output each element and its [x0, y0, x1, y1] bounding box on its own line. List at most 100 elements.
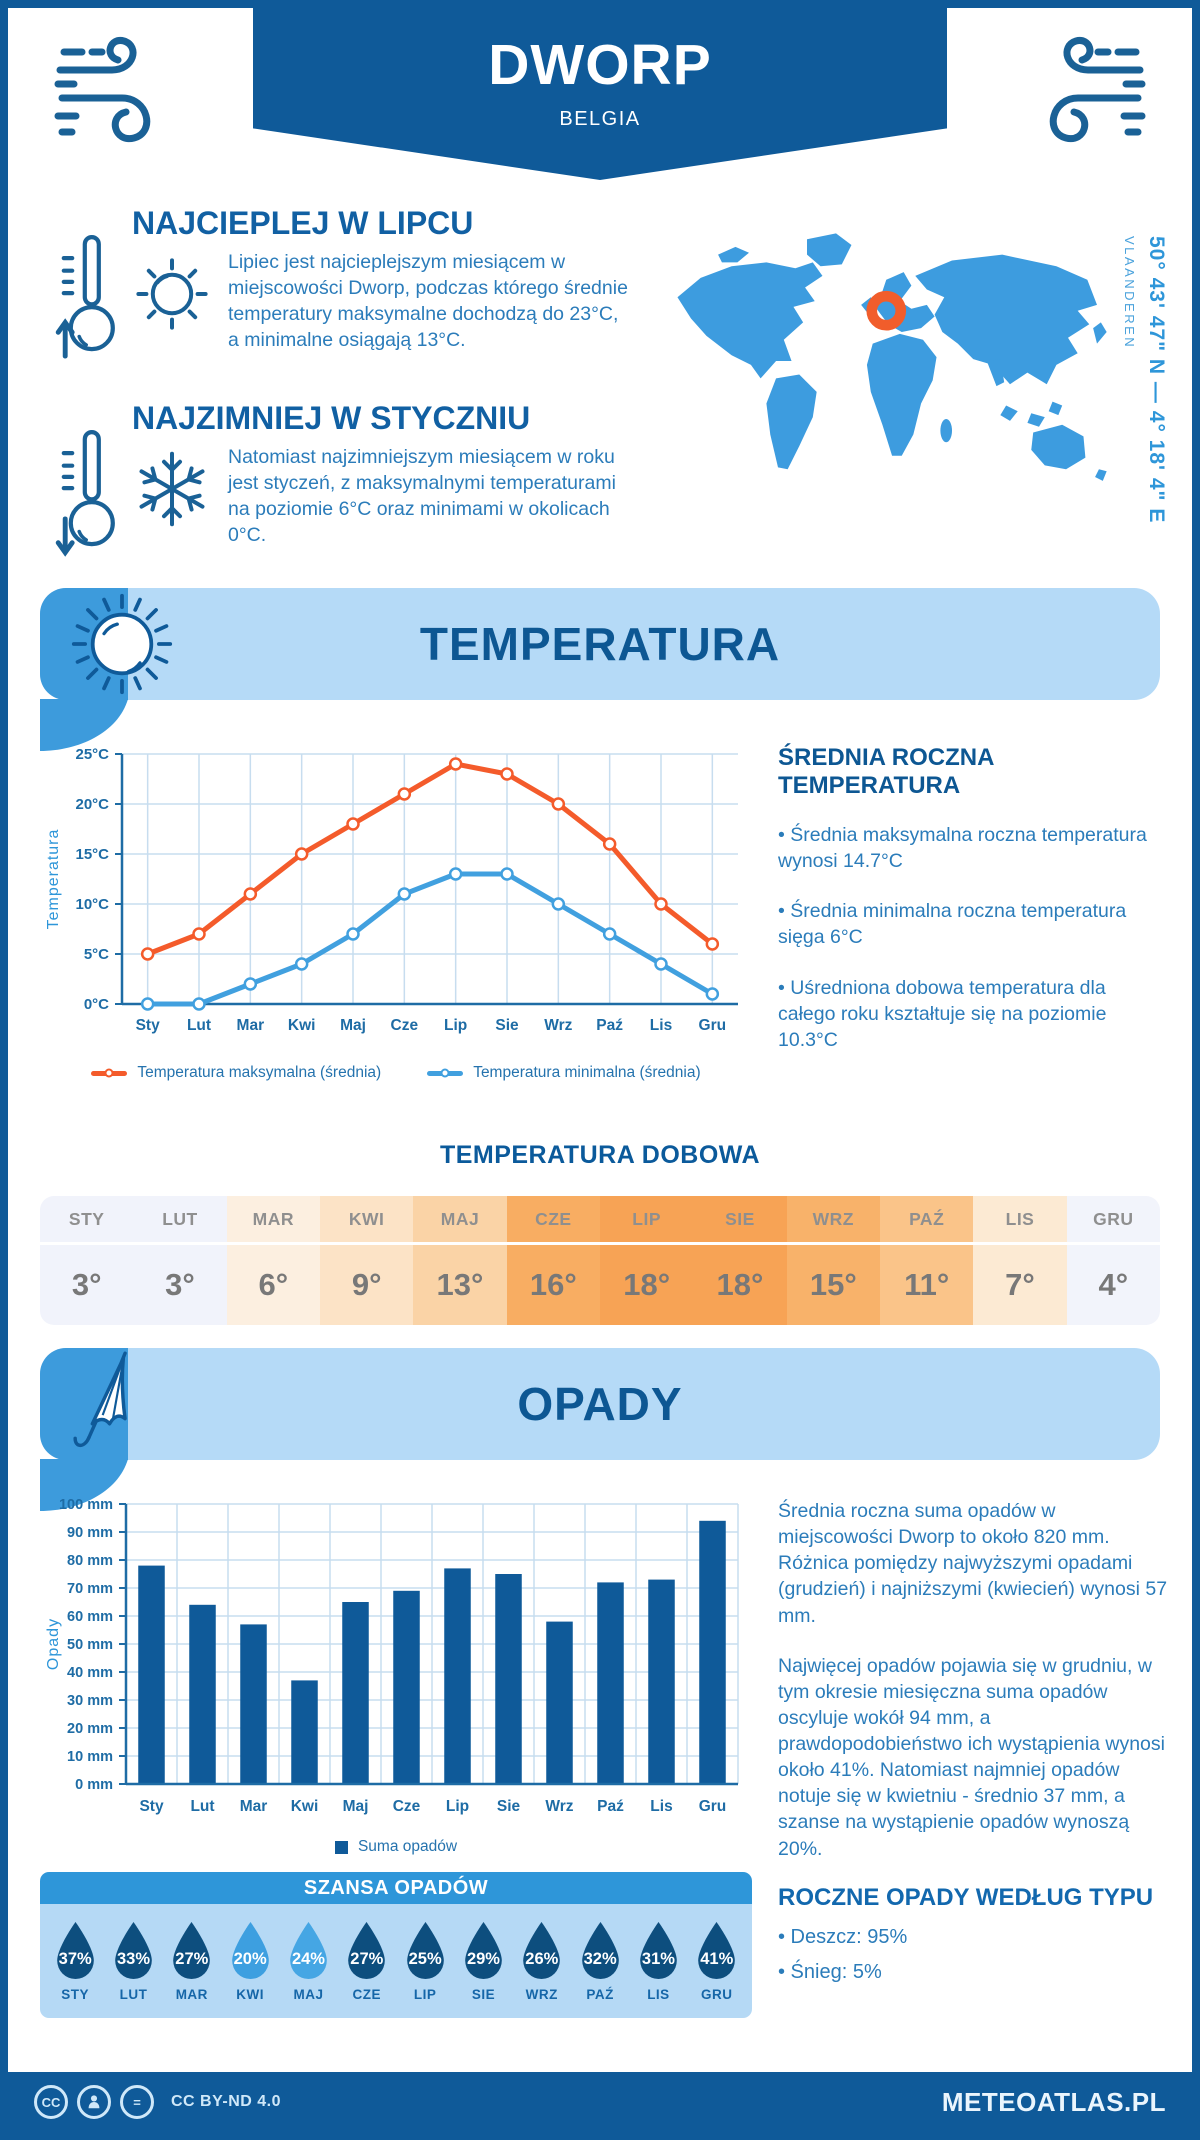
chance-month-label: WRZ — [525, 1987, 558, 2002]
chance-drop-column: 33% LUT — [104, 1920, 162, 2002]
svg-text:Kwi: Kwi — [291, 1798, 319, 1815]
bar-marker — [334, 1840, 348, 1854]
svg-text:Lip: Lip — [444, 1017, 467, 1034]
svg-text:15°C: 15°C — [75, 846, 109, 863]
svg-text:70 mm: 70 mm — [67, 1581, 113, 1597]
license-label: CC BY-ND 4.0 — [171, 2093, 282, 2110]
svg-text:Mar: Mar — [240, 1798, 268, 1815]
banner-pill — [40, 1348, 1160, 1460]
daily-temperature-title: TEMPERATURA DOBOWA — [439, 1141, 761, 1169]
temperature-chart: 0°C 5°C 10°C 15°C 20°C 25°C Sty Lut Mar Kwi Maj Cze… — [36, 742, 756, 1044]
svg-text:Sty: Sty — [139, 1798, 164, 1815]
svg-text:Sie: Sie — [495, 1017, 519, 1034]
svg-text:Mar: Mar — [237, 1017, 265, 1034]
svg-text:50 mm: 50 mm — [67, 1637, 113, 1653]
svg-text:Lis: Lis — [650, 1017, 672, 1034]
precipitation-banner: OPADY — [40, 1348, 1160, 1511]
daily-temp-cell: 13° — [413, 1245, 507, 1325]
chance-month-label: LUT — [119, 1987, 148, 2002]
daily-temp-cell: 16° — [506, 1245, 600, 1325]
annual-bullet: • Średnia maksymalna roczna temperatura … — [778, 824, 1147, 873]
daily-temperature-table: STY LUT MAR KWI MAJ CZE LIP SIE WRZ PAŹ LIS GRU 3° 3°… — [40, 1196, 1160, 1325]
chance-value: 37% — [58, 1950, 92, 1968]
chance-value: 20% — [233, 1950, 267, 1968]
svg-text:Wrz: Wrz — [544, 1017, 572, 1034]
temperature-section-title: TEMPERATURA — [419, 618, 781, 670]
svg-text:20 mm: 20 mm — [67, 1721, 113, 1737]
daily-temp-cell: 11° — [880, 1245, 974, 1325]
world-map — [658, 216, 1130, 506]
annual-bullet: • Uśredniona dobowa temperatura dla całe… — [778, 976, 1107, 1051]
page-subtitle: BELGIA — [559, 108, 641, 130]
svg-text:0°C: 0°C — [84, 996, 109, 1013]
coldest-description: Natomiast najzimniejszym miesiącem w rok… — [228, 446, 616, 546]
daily-month-cell: LIP — [600, 1196, 694, 1242]
raindrop-icon: 27% — [343, 1920, 390, 1981]
raindrop-icon: 25% — [402, 1920, 449, 1981]
temperature-banner: TEMPERATURA — [40, 588, 1160, 751]
banner-tail — [40, 699, 128, 751]
chance-value: 25% — [408, 1950, 442, 1968]
svg-text:Maj: Maj — [340, 1017, 366, 1034]
svg-text:Lip: Lip — [446, 1798, 469, 1815]
thermometer-up-icon — [55, 235, 115, 359]
svg-text:Kwi: Kwi — [288, 1017, 316, 1034]
world-map-image — [677, 233, 1107, 481]
chance-month-label: PAŹ — [586, 1987, 614, 2002]
daily-temp-cell: 4° — [1066, 1245, 1160, 1325]
daily-month-cell: LIS — [973, 1196, 1067, 1242]
legend-label-sum: Suma opadów — [357, 1838, 458, 1855]
coldest-title: NAJZIMNIEJ W STYCZNIU — [132, 400, 531, 436]
chance-drop-column: 29% SIE — [454, 1920, 512, 2002]
max-line-marker — [91, 1068, 128, 1078]
chance-month-label: LIS — [647, 1987, 670, 2002]
svg-text:Gru: Gru — [699, 1798, 727, 1815]
chance-drop-column: 37% STY — [46, 1920, 104, 2002]
svg-text:Paź: Paź — [596, 1017, 623, 1034]
chance-drop-column: 24% MAJ — [279, 1920, 337, 2002]
page-title: DWORP — [488, 33, 712, 97]
chance-month-label: GRU — [701, 1987, 733, 2002]
types-title: ROCZNE OPADY WEDŁUG TYPU — [778, 1884, 1154, 1911]
precipitation-section-title: OPADY — [517, 1378, 683, 1430]
svg-text:5°C: 5°C — [84, 946, 109, 963]
wind-icon — [1049, 37, 1146, 143]
warmest-title: NAJCIEPLEJ W LIPCU — [132, 205, 474, 241]
svg-text:Sty: Sty — [136, 1017, 161, 1034]
type-bullet: • Śnieg: 5% — [778, 1960, 882, 1983]
coordinates-label: 50° 43' 47" N — 4° 18' 4" E — [1145, 236, 1168, 524]
daily-month-cell: STY — [40, 1196, 134, 1242]
daily-month-cell: MAJ — [413, 1196, 507, 1242]
svg-text:40 mm: 40 mm — [67, 1665, 113, 1681]
raindrop-icon: 24% — [285, 1920, 332, 1981]
precipitation-chart: 0 mm 10 mm 20 mm 30 mm 40 mm 50 mm 60 mm 70 mm 8… — [36, 1492, 756, 1824]
svg-text:Cze: Cze — [391, 1017, 419, 1034]
svg-text:Cze: Cze — [393, 1798, 421, 1815]
type-bullet: • Deszcz: 95% — [778, 1926, 908, 1948]
umbrella-badge-icon — [73, 1351, 127, 1448]
chance-month-label: MAJ — [293, 1987, 324, 2002]
temperature-chart-legend: Temperatura maksymalna (średnia) Tempera… — [36, 1064, 756, 1082]
header-banner: DWORP BELGIA — [253, 8, 947, 180]
raindrop-icon: 32% — [577, 1920, 624, 1981]
wind-icon — [54, 37, 151, 143]
svg-text:20°C: 20°C — [75, 796, 109, 813]
svg-text:0 mm: 0 mm — [75, 1777, 113, 1793]
location-marker — [866, 290, 907, 331]
sun-icon — [136, 258, 208, 330]
chance-drop-column: 41% GRU — [688, 1920, 746, 2002]
chance-title: SZANSA OPADÓW — [40, 1872, 752, 1904]
min-line-marker — [427, 1068, 464, 1078]
daily-temp-cell: 15° — [786, 1245, 880, 1325]
raindrop-icon: 27% — [168, 1920, 215, 1981]
chance-value: 29% — [466, 1950, 500, 1968]
chance-month-label: KWI — [236, 1987, 265, 2002]
svg-text:30 mm: 30 mm — [67, 1693, 113, 1709]
chance-drop-column: 27% CZE — [338, 1920, 396, 2002]
raindrop-icon: 26% — [518, 1920, 565, 1981]
daily-temp-cell: 3° — [40, 1245, 134, 1325]
svg-text:25°C: 25°C — [75, 746, 109, 763]
chance-drop-column: 20% KWI — [221, 1920, 279, 2002]
daily-temp-cell: 18° — [600, 1245, 694, 1325]
